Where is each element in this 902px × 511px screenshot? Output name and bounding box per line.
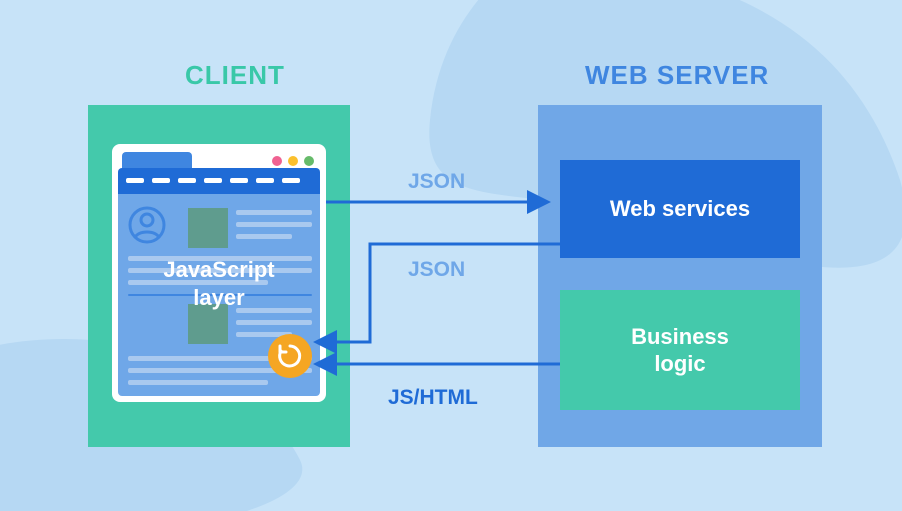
browser-url-dashes — [126, 178, 300, 183]
web-services-box: Web services — [560, 160, 800, 258]
business-logic-box: Business logic — [560, 290, 800, 410]
javascript-layer-label: JavaScript layer — [144, 256, 294, 311]
avatar-icon — [128, 206, 166, 244]
edge-label-json-out: JSON — [408, 170, 465, 194]
window-dot-yellow — [288, 156, 298, 166]
window-dot-green — [304, 156, 314, 166]
edge-label-json-back: JSON — [408, 258, 465, 282]
window-dot-red — [272, 156, 282, 166]
content-line — [236, 234, 292, 239]
diagram-canvas: CLIENT WEB SERVER — [0, 0, 902, 511]
refresh-icon — [268, 334, 312, 378]
server-title: WEB SERVER — [585, 60, 769, 91]
content-line — [128, 380, 268, 385]
client-title: CLIENT — [185, 60, 285, 91]
edge-label-jshtml: JS/HTML — [388, 386, 478, 410]
content-line — [236, 222, 312, 227]
content-thumb-1 — [188, 208, 228, 248]
content-line — [236, 210, 312, 215]
browser-tab — [122, 152, 192, 168]
content-line — [236, 320, 312, 325]
